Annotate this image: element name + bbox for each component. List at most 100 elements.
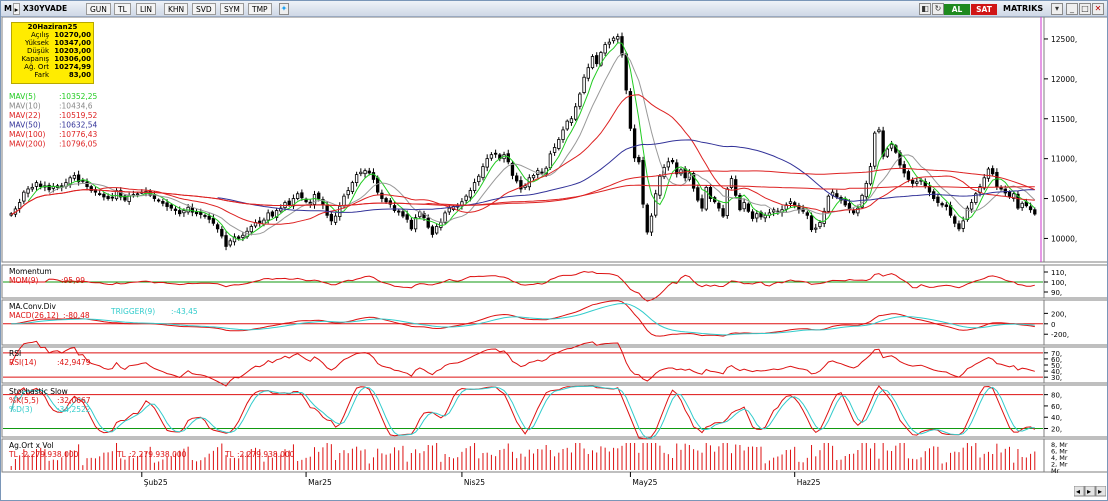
candle-body [628, 91, 633, 129]
candle-body [110, 196, 114, 199]
candle-body [877, 129, 881, 133]
toolbar-button-gun[interactable]: GUN [86, 3, 111, 15]
candle-body [586, 67, 590, 79]
symbol-label[interactable]: X30YVADE [23, 4, 68, 13]
candle-body [616, 36, 620, 40]
info-value: 10306,00 [54, 55, 91, 63]
maximize-icon[interactable]: □ [1079, 3, 1091, 15]
candle-body [519, 180, 523, 190]
x-tick-label: Nis25 [464, 478, 485, 487]
candle-body [392, 205, 397, 211]
mav-line-50 [217, 139, 1035, 213]
info-value: 10274,99 [54, 63, 91, 71]
sell-button[interactable]: SAT [971, 4, 997, 15]
info-label: Fark [34, 71, 49, 79]
candle-body [274, 210, 279, 218]
momentum-value: :95,99 [61, 276, 85, 285]
stoch-k-value: :32,0667 [57, 396, 91, 405]
panel-axis-price [1043, 17, 1107, 263]
menu-icon[interactable]: ▾ [1051, 3, 1063, 15]
twitter-icon[interactable]: ✦ [279, 3, 289, 15]
ma-legend-value: :10352,25 [59, 92, 98, 101]
candle-body [814, 227, 818, 230]
chart-canvas[interactable]: 12500, 12000, 11500, 11000, 10500, 10000, MAV(… [1, 17, 1107, 501]
candle-body [464, 195, 468, 201]
volume-tick-label: 4, Mr [1051, 454, 1068, 462]
info-value: 10347,00 [54, 39, 91, 47]
mav-line-10 [48, 52, 1036, 235]
app-logo: M [4, 4, 12, 13]
panel-axis-stoch [1043, 384, 1107, 438]
candle-body [380, 192, 384, 199]
toolbar-button-sym[interactable]: SYM [220, 3, 244, 15]
candle-body [98, 193, 102, 196]
end-glyph: ▸ [1098, 487, 1102, 496]
candle-body [34, 182, 39, 187]
panel-axis-vol [1043, 438, 1107, 473]
candle-body [788, 201, 793, 204]
refresh-icon[interactable]: ↻ [932, 3, 944, 15]
candle-body [493, 152, 498, 155]
candle-body [338, 206, 342, 217]
candle-body [700, 198, 704, 209]
info-row: Kapanış 10306,00 [12, 55, 93, 63]
info-label: Kapanış [21, 55, 49, 63]
info-row: Düşük 10203,00 [12, 47, 93, 55]
candle-body [207, 215, 211, 220]
momentum-label: MOM(9) [9, 276, 39, 285]
nav-buttons: ◂ ▸ ▸ [1073, 485, 1107, 500]
scroll-left-icon[interactable] [1073, 485, 1085, 497]
stoch-d-line [10, 385, 1035, 439]
mav-line-200 [10, 184, 1035, 216]
candle-body [835, 193, 839, 198]
candle-body [755, 213, 759, 219]
price-tick-label: 12500, [1051, 35, 1077, 44]
candle-body [885, 148, 890, 157]
indicator-tick-label: 80, [1051, 392, 1062, 400]
scroll-left-glyph: ◂ [1076, 487, 1080, 496]
candle-body [413, 217, 418, 230]
color-picker-icon[interactable]: ◧ [919, 3, 931, 15]
candle-body [784, 204, 788, 210]
candle-body [241, 234, 245, 238]
info-label: Düşük [27, 47, 49, 55]
candle-body [637, 156, 641, 163]
toolbar-button-tmp[interactable]: TMP [248, 3, 272, 15]
macd-value: :-80,48 [63, 311, 90, 320]
candle-body [224, 235, 228, 247]
candle-body [89, 186, 93, 191]
toolbar-button-tl[interactable]: TL [114, 3, 131, 15]
candle-body [199, 211, 203, 215]
volume-unit: TL [8, 450, 19, 459]
price-tick-label: 11000, [1051, 155, 1077, 164]
candle-body [346, 190, 350, 196]
candle-body [969, 202, 974, 210]
rsi-value: :42,9479 [57, 358, 91, 367]
toolbar-button-lin[interactable]: LIN [136, 3, 157, 15]
candle-body [649, 215, 654, 233]
price-tick-label: 10000, [1051, 234, 1077, 243]
candle-body [978, 186, 982, 194]
macd-label: MACD(26,12) [9, 311, 59, 320]
volume-tick-label: 2, Mr [1051, 461, 1068, 469]
volume-unit: TL [116, 450, 127, 459]
candle-body [818, 222, 822, 228]
candle-body [22, 191, 26, 202]
chart-type-icon[interactable]: ▸ [13, 3, 20, 15]
stoch-d-label: %D(3) [9, 405, 33, 414]
candle-body [1033, 209, 1037, 215]
macd-line [11, 300, 1035, 337]
minimize-icon[interactable]: _ [1066, 3, 1078, 15]
candle-body [889, 143, 894, 149]
info-row: Yüksek 10347,00 [12, 39, 93, 47]
close-icon[interactable]: ✕ [1092, 3, 1104, 15]
buy-button[interactable]: AL [944, 4, 970, 15]
candle-body [287, 200, 291, 206]
candle-body [371, 172, 376, 180]
scroll-right-icon[interactable] [1084, 485, 1096, 497]
candle-body [822, 210, 826, 224]
toolbar-button-svd[interactable]: SVD [192, 3, 216, 15]
info-row: Açılış 10270,00 [12, 31, 93, 39]
candle-body [856, 207, 860, 214]
toolbar-button-khn[interactable]: KHN [164, 3, 189, 15]
